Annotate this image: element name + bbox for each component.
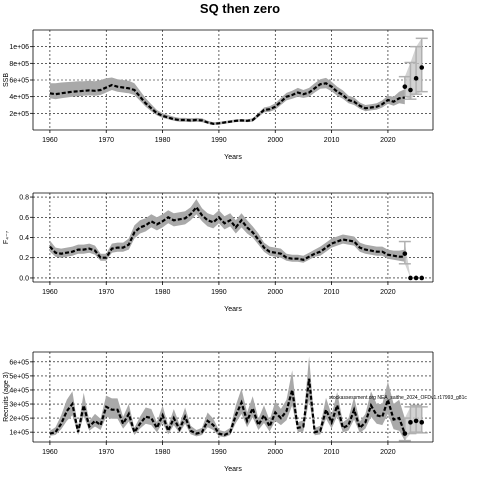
y-tick-label: 2e+05: [9, 416, 29, 423]
y-tick-label: 3e+05: [9, 402, 29, 409]
projection-point: [402, 431, 408, 436]
y-tick-label: 0.6: [19, 215, 29, 222]
x-tick-label: 2020: [380, 137, 396, 144]
y-tick-label: 0.8: [19, 195, 29, 202]
projection-band: [404, 38, 422, 100]
y-tick-label: 1e+06: [9, 44, 29, 51]
x-axis-label: Years: [224, 154, 242, 161]
figure-title: SQ then zero: [200, 1, 280, 16]
estimate-line: [49, 82, 405, 125]
y-tick-label: 0.0: [19, 275, 29, 282]
y-tick-label: 5e+05: [9, 373, 29, 380]
x-tick-label: 1970: [98, 137, 114, 144]
y-axis-label: Recruits (age 3): [3, 372, 10, 422]
projection-point: [408, 420, 413, 425]
fishing-mortality-panel: 1960 1970 1980 1990 2000 2010 2020 0.0 0.2 0.4 0.6…: [3, 192, 434, 313]
confidence-band: [49, 199, 405, 263]
x-axis-label: Years: [224, 466, 242, 473]
x-tick-label: 2000: [267, 289, 283, 296]
y-tick-label: 6e+05: [9, 359, 29, 366]
projection-point: [408, 275, 413, 281]
x-tick-label: 2000: [267, 449, 283, 456]
y-tick-label: 2e+05: [9, 111, 29, 118]
projection-point: [419, 420, 425, 425]
x-axis-label: Years: [224, 306, 242, 313]
confidence-band: [49, 356, 405, 441]
x-tick-label: 1970: [98, 449, 114, 456]
y-tick-label: 0.2: [19, 255, 29, 262]
recruits-panel: 1960 1970 1980 1990 2000 2010 2020 1e+05 2e+05 3e…: [3, 351, 467, 473]
y-axis-label: F₄₋₇: [3, 230, 10, 244]
x-tick-label: 1960: [42, 137, 58, 144]
y-tick-label: 6e+05: [9, 78, 29, 85]
projection-point: [419, 65, 425, 70]
projection-point: [402, 251, 408, 256]
projection-band: [404, 405, 422, 441]
x-tick-label: 1990: [211, 449, 227, 456]
ssb-panel: 1960 1970 1980 1990 2000 2010 2020 2e+05 4e+05 6e…: [3, 29, 434, 161]
x-tick-label: 1970: [98, 289, 114, 296]
y-tick-label: 0.4: [19, 235, 29, 242]
projection-point: [402, 84, 408, 89]
x-tick-label: 2020: [380, 289, 396, 296]
projection-point: [413, 275, 419, 281]
y-tick-label: 4e+05: [9, 94, 29, 101]
x-tick-label: 2010: [324, 137, 340, 144]
x-tick-label: 2010: [324, 449, 340, 456]
x-tick-label: 2000: [267, 137, 283, 144]
y-tick-label: 4e+05: [9, 387, 29, 394]
x-tick-label: 1980: [155, 137, 171, 144]
x-tick-label: 1980: [155, 449, 171, 456]
x-tick-label: 1960: [42, 449, 58, 456]
confidence-band: [49, 77, 405, 125]
projection-point: [413, 76, 419, 81]
estimate-line: [49, 205, 405, 261]
source-annotation: stockassessment.org NEA_saithe_2024_OFDv…: [329, 395, 467, 401]
x-tick-label: 2020: [380, 449, 396, 456]
x-tick-label: 2010: [324, 289, 340, 296]
x-tick-label: 1990: [211, 137, 227, 144]
y-tick-label: 1e+05: [9, 430, 29, 437]
projection-point: [408, 87, 413, 93]
x-tick-label: 1960: [42, 289, 58, 296]
projection-point: [413, 418, 419, 424]
x-tick-label: 1990: [211, 289, 227, 296]
estimate-line: [49, 378, 406, 437]
projection-point: [419, 275, 425, 281]
y-tick-label: 8e+05: [9, 61, 29, 68]
projection-band: [404, 241, 422, 278]
x-tick-label: 1980: [155, 289, 171, 296]
y-axis-label: SSB: [3, 73, 10, 87]
